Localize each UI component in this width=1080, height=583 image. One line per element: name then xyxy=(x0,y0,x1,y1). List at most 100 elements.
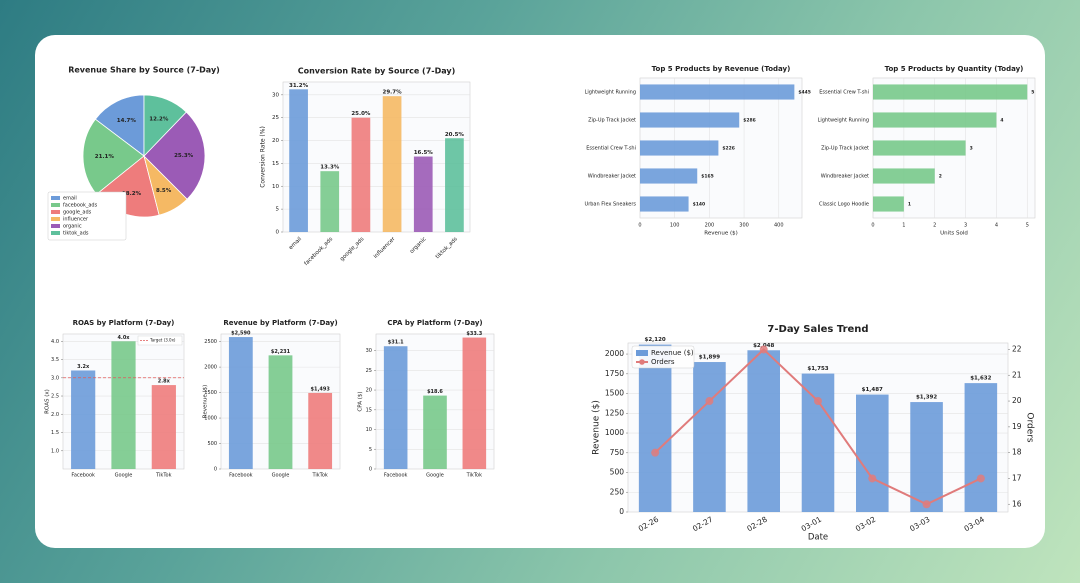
chart-title: Top 5 Products by Quantity (Today) xyxy=(885,65,1024,73)
y-tick-label: Windbreaker Jacket xyxy=(821,174,869,180)
y-tick-label: 1.5 xyxy=(51,430,59,436)
y-tick-label: Lightweight Running xyxy=(585,90,636,96)
legend-box xyxy=(137,335,183,346)
legend-label: influencer xyxy=(63,217,89,223)
y-tick-label: 19 xyxy=(1012,422,1022,431)
y-tick-label: Zip-Up Track Jacket xyxy=(821,146,869,152)
line-marker xyxy=(759,345,768,354)
bar xyxy=(640,112,740,128)
x-tick-label: 0 xyxy=(871,223,874,229)
bar xyxy=(423,395,447,469)
y-tick-label: 3.0 xyxy=(51,375,59,381)
bar xyxy=(383,346,408,469)
bar xyxy=(445,138,464,232)
axis-label: Revenue ($) xyxy=(704,231,738,237)
y-tick-label: 25 xyxy=(272,115,279,121)
x-tick-label: 200 xyxy=(705,223,715,229)
x-tick-label: 03-02 xyxy=(854,515,878,534)
x-tick-label: 300 xyxy=(739,223,749,229)
bar xyxy=(228,337,253,469)
line-marker xyxy=(976,474,985,483)
y-tick-label: 250 xyxy=(610,487,625,496)
slice-label: 21.1% xyxy=(95,154,115,160)
bar xyxy=(640,196,689,212)
axis-label: Revenue ($) xyxy=(592,400,602,455)
legend-label: Target (3.0x) xyxy=(149,338,176,343)
axis-label: Conversion Rate (%) xyxy=(260,126,267,188)
x-tick-label: 5 xyxy=(1026,223,1029,229)
y-tick-label: 20 xyxy=(1012,396,1022,405)
y-tick-label: Urban Flex Sneakers xyxy=(585,202,637,208)
value-label: $1,753 xyxy=(807,366,828,372)
y-tick-label: 20 xyxy=(366,388,372,394)
value-label: 5 xyxy=(1031,90,1034,96)
y-tick-label: 0 xyxy=(276,230,280,236)
legend-swatch xyxy=(51,203,60,207)
value-label: 4 xyxy=(1000,118,1003,124)
legend-label: facebook_ads xyxy=(63,203,98,209)
plot-area xyxy=(282,81,471,233)
y-tick-label: 1000 xyxy=(605,428,624,437)
legend-swatch xyxy=(51,210,60,214)
y-tick-label: 17 xyxy=(1012,473,1022,482)
y-tick-label: 21 xyxy=(1012,370,1022,379)
y-tick-label: 0 xyxy=(214,467,217,473)
legend-label: tiktok_ads xyxy=(63,231,89,237)
bar xyxy=(382,96,402,233)
slice-label: 25.3% xyxy=(174,153,194,159)
axis-label: ROAS (x) xyxy=(45,389,51,414)
bar xyxy=(873,196,904,212)
legend-swatch xyxy=(51,224,60,228)
axis-label: Units Sold xyxy=(940,231,968,237)
line-marker xyxy=(705,397,714,406)
x-tick-label: 03-01 xyxy=(800,515,824,534)
bar xyxy=(873,84,1028,100)
y-tick-label: 1000 xyxy=(204,416,217,422)
y-tick-label: 1500 xyxy=(605,389,624,398)
pie-slice xyxy=(94,94,145,157)
y-tick-label: Essential Crew T-shi xyxy=(819,90,869,96)
value-label: 4.0x xyxy=(117,335,130,341)
x-tick-label: email xyxy=(288,236,303,251)
x-tick-label: 02-28 xyxy=(745,515,769,534)
x-tick-label: Facebook xyxy=(384,473,408,479)
value-label: $286 xyxy=(743,118,756,124)
x-tick-label: facebook_ads xyxy=(303,236,334,267)
chart-title: CPA by Platform (7-Day) xyxy=(387,319,482,327)
y-tick-label: 2500 xyxy=(204,339,217,345)
legend-swatch xyxy=(51,231,60,235)
y-tick-label: 18 xyxy=(1012,448,1022,457)
chart-title: Revenue by Platform (7-Day) xyxy=(223,319,337,327)
line-marker xyxy=(922,500,931,509)
x-tick-label: google_ads xyxy=(339,236,365,262)
x-tick-label: 1 xyxy=(902,223,905,229)
y-tick-label: 30 xyxy=(366,348,372,354)
value-label: $31.1 xyxy=(388,340,404,346)
legend-label: google_ads xyxy=(63,210,92,216)
value-label: $2,231 xyxy=(271,349,291,355)
y-tick-label: 22 xyxy=(1012,344,1022,353)
pie-slice xyxy=(143,111,206,200)
value-label: 3 xyxy=(970,146,973,152)
bar xyxy=(801,373,835,512)
x-tick-label: 100 xyxy=(670,223,680,229)
y-tick-label: 0 xyxy=(619,507,624,516)
x-tick-label: TikTok xyxy=(466,473,482,479)
bar xyxy=(640,84,795,100)
slice-label: 12.2% xyxy=(149,117,169,123)
x-tick-label: Facebook xyxy=(71,473,95,479)
value-label: 2.8x xyxy=(158,379,171,385)
y-tick-label: 2000 xyxy=(605,349,624,358)
x-tick-label: organic xyxy=(409,236,428,255)
slice-label: 8.5% xyxy=(156,188,172,194)
y-tick-label: 15 xyxy=(366,407,372,413)
x-tick-label: 2 xyxy=(933,223,936,229)
bar xyxy=(910,402,943,512)
y-tick-label: 10 xyxy=(366,427,372,433)
bar xyxy=(462,337,487,469)
axis-label: Orders xyxy=(1025,412,1035,443)
bar xyxy=(693,362,726,512)
y-tick-label: 16 xyxy=(1012,499,1022,508)
legend-swatch xyxy=(636,350,648,356)
